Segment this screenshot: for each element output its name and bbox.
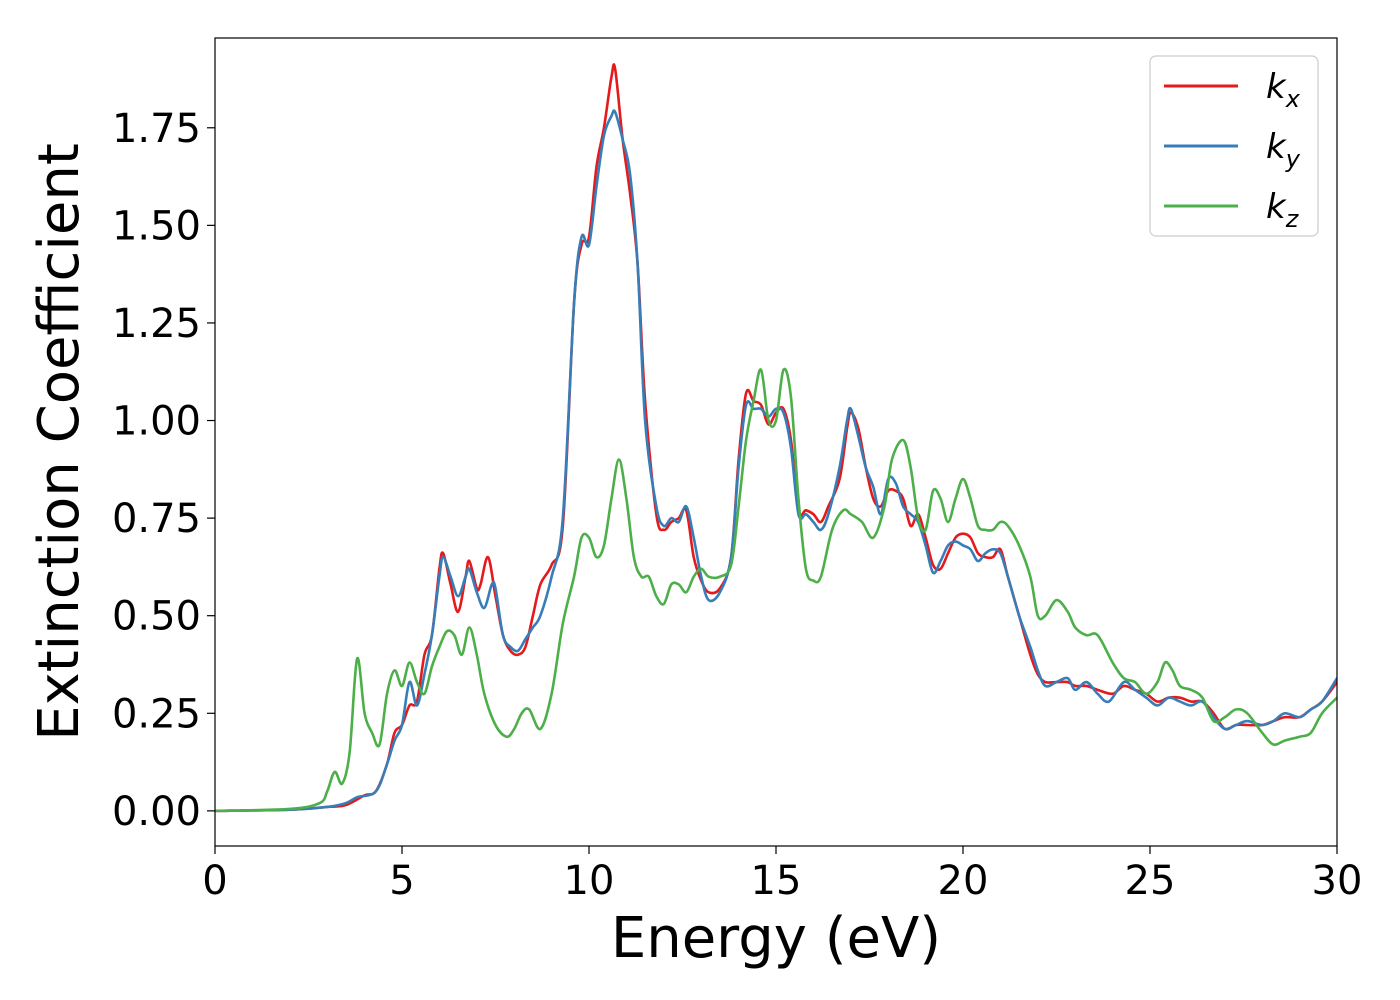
y-tick-label: 0.50 bbox=[112, 594, 201, 640]
y-tick-label: 1.50 bbox=[112, 203, 201, 249]
x-tick-label: 25 bbox=[1125, 858, 1176, 904]
y-tick-label: 0.00 bbox=[112, 789, 201, 835]
series-layer bbox=[215, 63, 1337, 813]
y-tick-label: 1.75 bbox=[112, 106, 201, 152]
x-axis-title: Energy (eV) bbox=[611, 906, 941, 971]
x-tick-label: 20 bbox=[938, 858, 989, 904]
legend-label-kz: kz bbox=[1266, 187, 1300, 233]
legend-label-main: k bbox=[1266, 127, 1287, 167]
x-tick-label: 15 bbox=[751, 858, 802, 904]
x-tick-label: 5 bbox=[389, 858, 414, 904]
y-tick-label: 0.25 bbox=[112, 691, 201, 737]
x-axis: 0 5 10 15 20 25 30 bbox=[202, 846, 1362, 904]
legend-label-subscript: x bbox=[1285, 85, 1301, 113]
y-axis-title: Extinction Coefficient bbox=[27, 143, 92, 741]
x-tick-label: 30 bbox=[1312, 858, 1363, 904]
y-tick-label: 0.75 bbox=[112, 496, 201, 542]
series-line-kz bbox=[215, 367, 1337, 813]
legend-label-subscript: y bbox=[1285, 145, 1301, 173]
legend-label-subscript: z bbox=[1285, 205, 1300, 233]
legend-label-ky: ky bbox=[1266, 127, 1301, 173]
y-tick-label: 1.00 bbox=[112, 399, 201, 445]
x-tick-label: 10 bbox=[564, 858, 615, 904]
series-line-ky bbox=[215, 109, 1337, 813]
legend-label-main: k bbox=[1266, 67, 1287, 107]
legend-label-kx: kx bbox=[1266, 67, 1301, 113]
x-tick-label: 0 bbox=[202, 858, 227, 904]
legend-label-main: k bbox=[1266, 187, 1287, 227]
y-tick-label: 1.25 bbox=[112, 301, 201, 347]
y-axis: 0.00 0.25 0.50 0.75 1.00 1.25 1.50 1.75 bbox=[112, 106, 215, 835]
